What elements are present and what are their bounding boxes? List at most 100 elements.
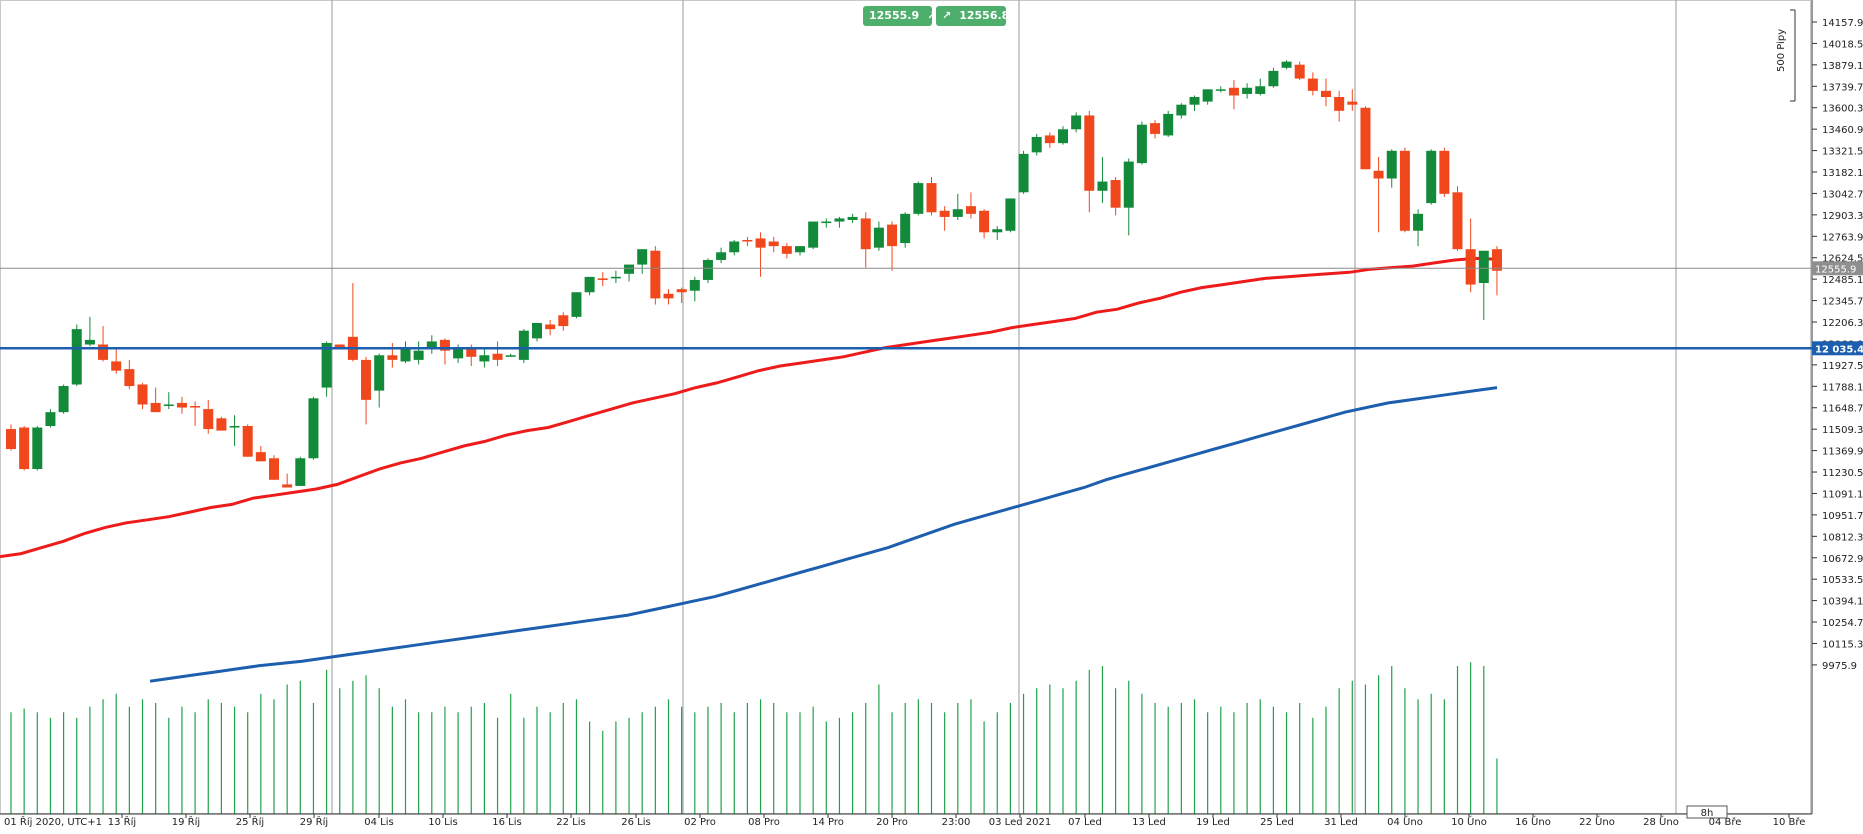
price-tick-label: 10951.7 xyxy=(1822,511,1863,522)
candle-up xyxy=(1413,213,1424,231)
scale-label: 500 Pipy xyxy=(1776,29,1787,72)
time-axis-start-label: 01 Říj 2020, UTC+1 xyxy=(4,815,102,828)
candle-down xyxy=(150,402,161,413)
candle-down xyxy=(98,344,109,360)
candle-up xyxy=(952,209,963,217)
candle-down xyxy=(19,427,30,470)
price-tick-label: 12345.7 xyxy=(1822,297,1863,308)
price-tick-label: 14157.9 xyxy=(1822,18,1863,29)
candle-down xyxy=(466,349,477,357)
candle-up xyxy=(1426,150,1437,204)
candle-down xyxy=(1347,101,1358,105)
candle-down xyxy=(860,218,871,250)
candle-up xyxy=(821,221,832,224)
price-tick-label: 13739.7 xyxy=(1822,82,1863,93)
time-tick-label: 31 Led xyxy=(1324,817,1358,828)
current-price-label: 12555.9 xyxy=(1815,264,1856,275)
candle-up xyxy=(1018,153,1029,193)
price-tick-label: 11927.5 xyxy=(1822,361,1863,372)
time-tick-label: 04 Lis xyxy=(364,817,393,828)
candle-up xyxy=(505,355,516,357)
price-tick-label: 11788.1 xyxy=(1822,382,1863,393)
candle-down xyxy=(1360,107,1371,170)
time-tick-label: 26 Lis xyxy=(621,817,650,828)
buy-price-button[interactable]: ↗ 12556.8 xyxy=(936,6,1010,26)
candle-up xyxy=(913,183,924,214)
candle-up xyxy=(847,216,858,220)
time-tick-label: 07 Led xyxy=(1068,817,1102,828)
price-tick-label: 14018.5 xyxy=(1822,39,1863,50)
buy-price: 12556.8 xyxy=(959,9,1010,22)
price-tick-label: 13460.9 xyxy=(1822,125,1863,136)
candle-up xyxy=(571,292,582,317)
candle-up xyxy=(45,412,56,426)
candle-up xyxy=(1386,150,1397,179)
candle-down xyxy=(1294,64,1305,79)
candle-down xyxy=(742,239,753,242)
timeframe-label: 8h xyxy=(1701,808,1714,819)
candle-up xyxy=(873,227,884,248)
time-tick-label: 29 Říj xyxy=(300,815,328,828)
candle-up xyxy=(702,259,713,280)
time-tick-label: 22 Úno xyxy=(1579,815,1615,828)
plot-frame xyxy=(0,0,1811,814)
candle-down xyxy=(887,224,898,247)
candle-up xyxy=(1215,89,1226,91)
buy-arrow-icon: ↗ xyxy=(942,9,952,22)
candle-up xyxy=(163,404,174,406)
time-tick-label: 19 Led xyxy=(1196,817,1230,828)
time-tick-label: 13 Led xyxy=(1132,817,1166,828)
price-tick-label: 13042.7 xyxy=(1822,189,1863,200)
candle-up xyxy=(584,276,595,293)
time-tick-label: 16 Úno xyxy=(1515,815,1551,828)
candle-down xyxy=(282,484,293,488)
candle-up xyxy=(1031,136,1042,153)
candle-down xyxy=(111,361,122,371)
candle-down xyxy=(137,384,148,405)
sell-price-button[interactable]: 12555.9 ↗ xyxy=(863,6,936,26)
candle-up xyxy=(532,322,542,339)
candle-down xyxy=(650,250,661,299)
time-axis: 01 Říj 2020, UTC+1 13 Říj 19 Říj 25 Říj 29 Ř… xyxy=(0,805,1812,828)
candle-up xyxy=(479,355,490,362)
candle-down xyxy=(439,339,450,351)
candle-down xyxy=(6,429,16,450)
price-tick-label: 11230.5 xyxy=(1822,468,1863,479)
price-tick-label: 13600.3 xyxy=(1822,104,1863,115)
candle-down xyxy=(387,355,398,360)
candle-up xyxy=(1136,124,1147,164)
candle-down xyxy=(979,210,990,233)
price-tick-label: 12903.3 xyxy=(1822,211,1863,222)
price-tick-label: 11369.9 xyxy=(1822,447,1863,458)
candle-down xyxy=(1307,78,1318,91)
price-tick-label: 10254.7 xyxy=(1822,618,1863,629)
candle-up xyxy=(1163,113,1174,136)
candle-down xyxy=(334,344,345,348)
candle-down xyxy=(1465,249,1476,285)
price-tick-label: 10672.9 xyxy=(1822,554,1863,565)
timeframe-box xyxy=(1686,805,1728,819)
ma-slow-line xyxy=(149,386,1498,683)
candle-up xyxy=(637,249,648,265)
time-tick-label: 10 Bře xyxy=(1773,816,1806,828)
candle-down xyxy=(768,241,779,247)
candle-up xyxy=(624,264,635,274)
price-tick-label: 10533.5 xyxy=(1822,575,1863,586)
candle-down xyxy=(597,278,608,280)
candle-down xyxy=(1491,249,1502,271)
candle-down xyxy=(1044,135,1055,144)
price-tick-label: 10812.3 xyxy=(1822,532,1863,543)
candle-up xyxy=(229,425,240,428)
candle-up xyxy=(1097,181,1108,191)
price-tick-label: 11509.3 xyxy=(1822,425,1863,436)
price-tick-label: 10394.1 xyxy=(1822,597,1863,608)
price-tick-label: 12763.9 xyxy=(1822,232,1863,243)
price-tick-label: 12624.5 xyxy=(1822,254,1863,265)
candle-up xyxy=(795,246,805,253)
candle-down xyxy=(781,246,792,254)
candle-up xyxy=(58,386,69,413)
moving-averages-layer xyxy=(0,256,1498,683)
candle-down xyxy=(216,418,227,431)
